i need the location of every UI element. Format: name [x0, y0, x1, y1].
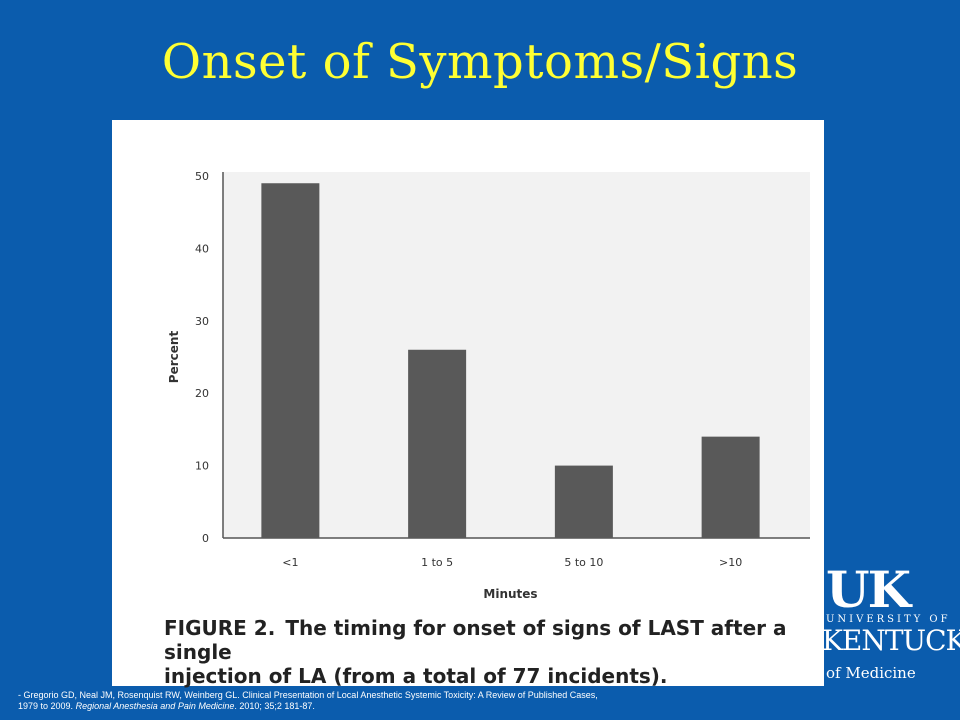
citation-line2-plain: 1979 to 2009.	[18, 701, 74, 711]
bar	[701, 436, 760, 538]
slide-title: Onset of Symptoms/Signs	[161, 34, 799, 90]
logo-university-of: UNIVERSITY OF	[826, 614, 951, 625]
y-axis-label: Percent	[167, 331, 181, 384]
citation-journal: Regional Anesthesia and Pain Medicine	[75, 701, 235, 711]
university-logo: UK UNIVERSITY OF KENTUCKY of Medicine	[818, 560, 960, 690]
citation: - Gregorio GD, Neal JM, Rosenquist RW, W…	[18, 690, 738, 712]
figure-caption-lead: FIGURE 2.	[164, 616, 276, 640]
figure-caption-line2: injection of LA (from a total of 77 inci…	[164, 664, 668, 688]
x-tick-label: <1	[282, 556, 298, 569]
logo-state: KENTUCKY	[822, 624, 960, 657]
y-tick-label: 10	[195, 460, 209, 473]
figure-caption-line1: The timing for onset of signs of LAST af…	[164, 616, 787, 664]
logo-mark: UK	[826, 560, 911, 619]
x-axis-label: Minutes	[483, 587, 537, 601]
bar	[408, 349, 467, 538]
x-tick-label: 5 to 10	[564, 556, 603, 569]
citation-line2-tail: . 2010; 35;2 181-87.	[234, 701, 315, 711]
x-tick-label: 1 to 5	[421, 556, 453, 569]
citation-line2: 1979 to 2009. Regional Anesthesia and Pa…	[18, 701, 738, 712]
figure-caption: FIGURE 2. The timing for onset of signs o…	[164, 616, 824, 688]
citation-line1: - Gregorio GD, Neal JM, Rosenquist RW, W…	[18, 690, 598, 700]
y-tick-label: 40	[195, 242, 209, 255]
y-tick-label: 50	[195, 170, 209, 183]
bar	[554, 465, 613, 538]
bar-chart: 0 10 20 30 40 50 <1 1 to 5 5 to 10 >10 Minutes Perc…	[167, 170, 810, 601]
y-tick-label: 20	[195, 387, 209, 400]
bar	[261, 183, 320, 539]
x-tick-label: >10	[719, 556, 742, 569]
y-tick-label: 30	[195, 315, 209, 328]
figure-panel: 0 10 20 30 40 50 <1 1 to 5 5 to 10 >10 Minutes Perc…	[112, 120, 824, 688]
logo-college: of Medicine	[826, 664, 916, 682]
y-tick-label: 0	[202, 532, 209, 545]
